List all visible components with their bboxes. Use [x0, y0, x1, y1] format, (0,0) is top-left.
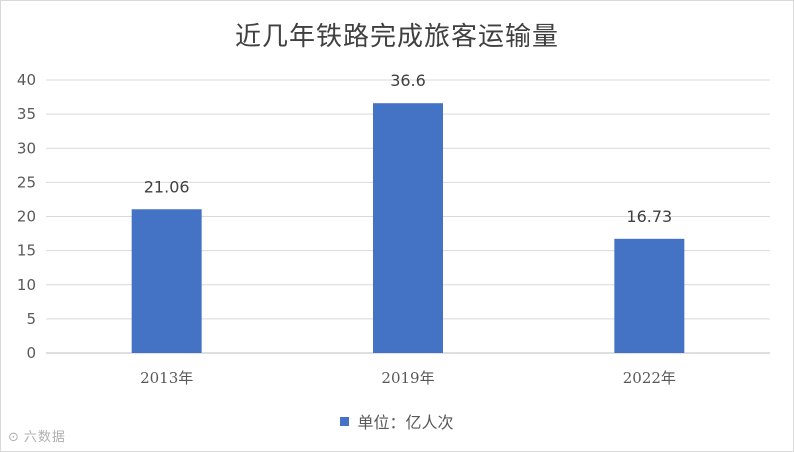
y-tick-label: 15	[17, 242, 36, 260]
bar	[373, 103, 443, 353]
data-label: 16.73	[626, 207, 672, 226]
y-tick-label: 0	[26, 344, 36, 362]
y-tick-label: 30	[17, 139, 36, 157]
x-tick-label: 2022年	[623, 369, 676, 387]
data-label: 36.6	[390, 71, 426, 90]
data-label: 21.06	[144, 177, 190, 196]
legend-label: 单位：亿人次	[357, 413, 454, 432]
y-tick-label: 10	[17, 276, 36, 294]
bar	[614, 238, 685, 353]
watermark-text: 六数据	[23, 430, 66, 445]
x-tick-label: 2013年	[140, 369, 193, 387]
chart-legend: 单位：亿人次	[0, 409, 794, 433]
watermark: ⊙ 六数据	[8, 426, 66, 445]
y-tick-label: 25	[17, 173, 36, 191]
legend-swatch	[340, 416, 350, 426]
sina-weibo-icon: ⊙	[8, 430, 20, 445]
x-tick-label: 2019年	[381, 369, 434, 387]
y-tick-label: 40	[17, 71, 36, 89]
bar	[131, 209, 202, 353]
y-tick-label: 20	[17, 208, 36, 226]
chart-title: 近几年铁路完成旅客运输量	[234, 22, 559, 52]
y-tick-label: 35	[17, 105, 36, 123]
y-tick-label: 5	[26, 310, 36, 328]
